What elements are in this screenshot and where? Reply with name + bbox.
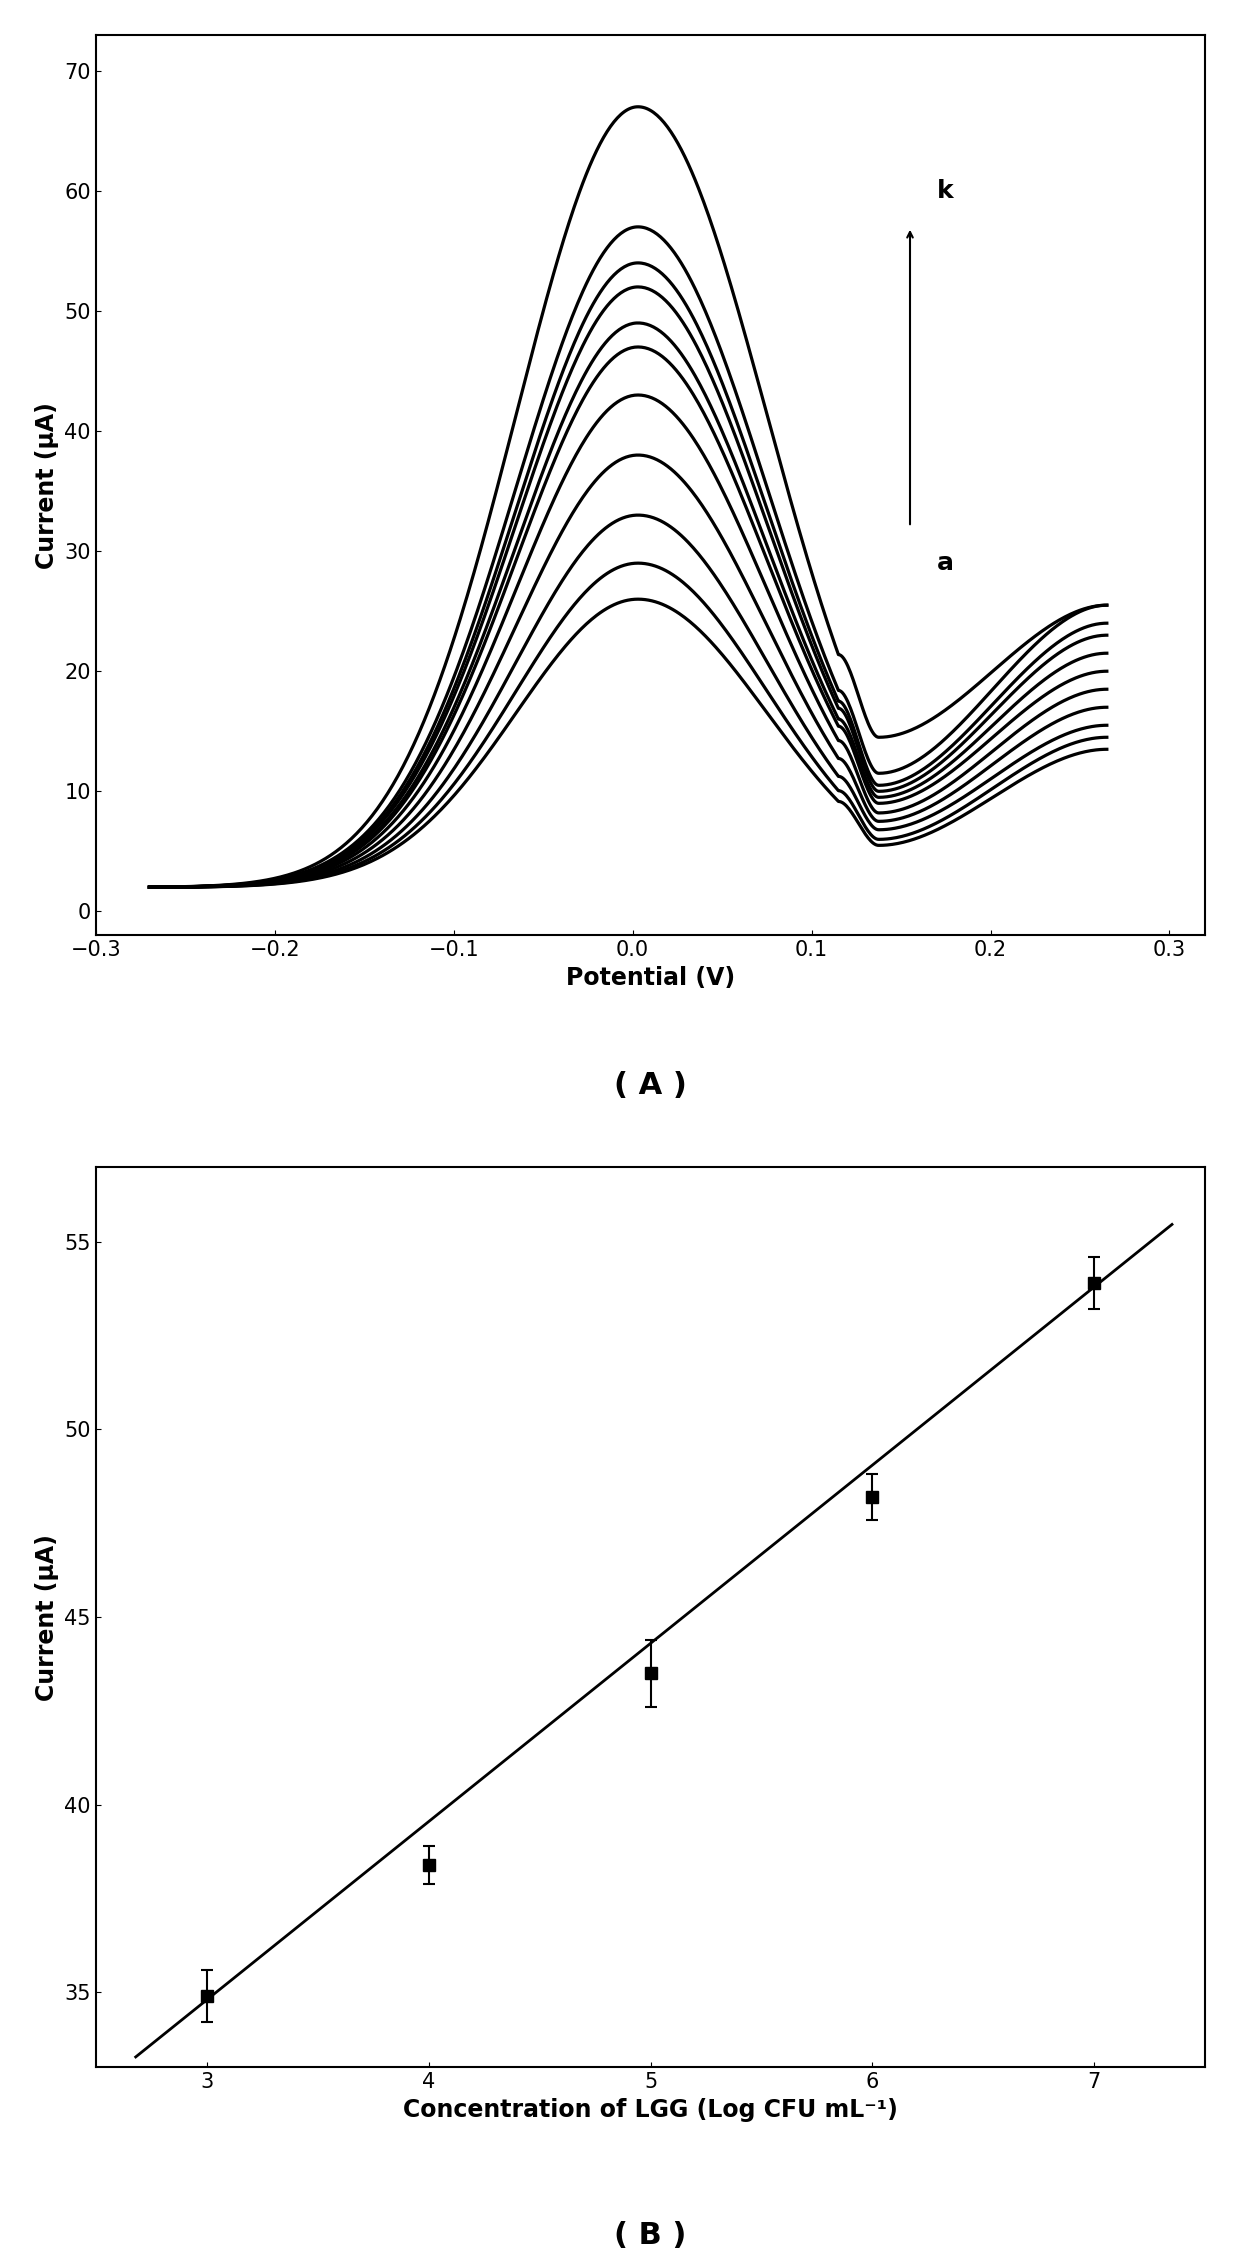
Y-axis label: Current (μA): Current (μA) — [35, 401, 58, 569]
Text: ( A ): ( A ) — [614, 1070, 687, 1099]
Text: k: k — [937, 179, 954, 204]
Text: a: a — [937, 551, 954, 576]
Text: ( B ): ( B ) — [614, 2221, 687, 2250]
X-axis label: Potential (V): Potential (V) — [565, 965, 735, 990]
Y-axis label: Current (μA): Current (μA) — [35, 1534, 58, 1700]
X-axis label: Concentration of LGG (Log CFU mL⁻¹): Concentration of LGG (Log CFU mL⁻¹) — [403, 2098, 898, 2121]
